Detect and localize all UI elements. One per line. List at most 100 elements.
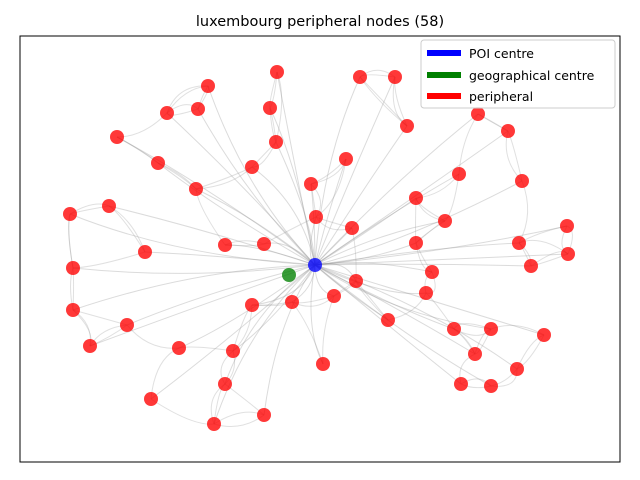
network-edge [314,264,518,370]
network-edge [314,264,492,387]
network-nodes [63,65,575,431]
peripheral-node [512,236,526,250]
network-edge [72,264,316,274]
network-edge [116,136,316,266]
network-edge [310,264,324,365]
peripheral-node [560,219,574,233]
peripheral-node [349,274,363,288]
peripheral-node [353,70,367,84]
network-edge [314,242,417,266]
network-edge [314,264,492,330]
peripheral-node [484,322,498,336]
peripheral-node [425,265,439,279]
peripheral-node [468,347,482,361]
peripheral-node [388,70,402,84]
legend-label-poi-centre: POI centre [469,46,534,61]
network-edge [314,76,396,266]
network-edge [275,141,316,266]
network-edge [314,76,361,266]
network-edge [251,166,316,266]
peripheral-node [304,177,318,191]
peripheral-node [263,101,277,115]
peripheral-node [102,199,116,213]
network-edge [314,262,433,273]
peripheral-node [245,160,259,174]
peripheral-node [172,341,186,355]
peripheral-node [524,259,538,273]
peripheral-node [144,392,158,406]
legend-label-geographical-centre: geographical centre [469,68,595,83]
peripheral-node [207,417,221,431]
network-edge [314,264,476,355]
peripheral-node [63,207,77,221]
peripheral-node [345,221,359,235]
peripheral-node [409,191,423,205]
peripheral-node [537,328,551,342]
peripheral-node [201,79,215,93]
network-edge [314,173,460,266]
network-edge [157,162,316,266]
peripheral-node [309,210,323,224]
network-edge [232,264,316,352]
network-edge [314,158,347,266]
network-edge [276,71,316,266]
peripheral-node [245,298,259,312]
network-edge [195,188,316,266]
peripheral-node [454,377,468,391]
peripheral-node [452,167,466,181]
network-edge [314,125,408,266]
legend-label-peripheral: peripheral [469,89,533,104]
network-edge [314,242,520,266]
network-edge [144,251,316,266]
peripheral-node [484,379,498,393]
peripheral-node [226,344,240,358]
peripheral-node [66,261,80,275]
peripheral-node [83,339,97,353]
peripheral-node [561,247,575,261]
peripheral-node [400,119,414,133]
network-edge [213,264,316,425]
network-edge [69,213,316,266]
peripheral-node [218,238,232,252]
network-edge [269,107,316,266]
network-edge [314,197,417,266]
peripheral-node [189,182,203,196]
network-edge [314,180,523,266]
peripheral-node [160,106,174,120]
peripheral-node [327,289,341,303]
peripheral-node [270,65,284,79]
peripheral-node [218,377,232,391]
axes-frame [19,35,621,463]
peripheral-node [120,318,134,332]
peripheral-node [110,130,124,144]
peripheral-node [191,102,205,116]
legend-box [420,39,616,109]
peripheral-node [447,322,461,336]
network-edge [224,264,316,385]
peripheral-node [339,152,353,166]
network-edge [314,253,569,266]
peripheral-node [409,236,423,250]
network-edge [251,264,316,306]
poi-centre-node [308,258,322,272]
peripheral-node [471,107,485,121]
network-edge [178,264,316,349]
network-edge [314,264,389,321]
peripheral-node [151,156,165,170]
peripheral-node [501,124,515,138]
network-edge [108,205,316,266]
legend: POI centre geographical centre periphera… [420,39,616,109]
network-edge [207,85,316,266]
peripheral-node [138,245,152,259]
network-edge [314,263,532,267]
network-edge [314,225,568,266]
network-edge [314,264,545,336]
network-edge [166,112,316,266]
network-edge [150,264,316,400]
network-edge [197,108,316,266]
peripheral-node [515,174,529,188]
peripheral-node [285,295,299,309]
peripheral-node [257,237,271,251]
